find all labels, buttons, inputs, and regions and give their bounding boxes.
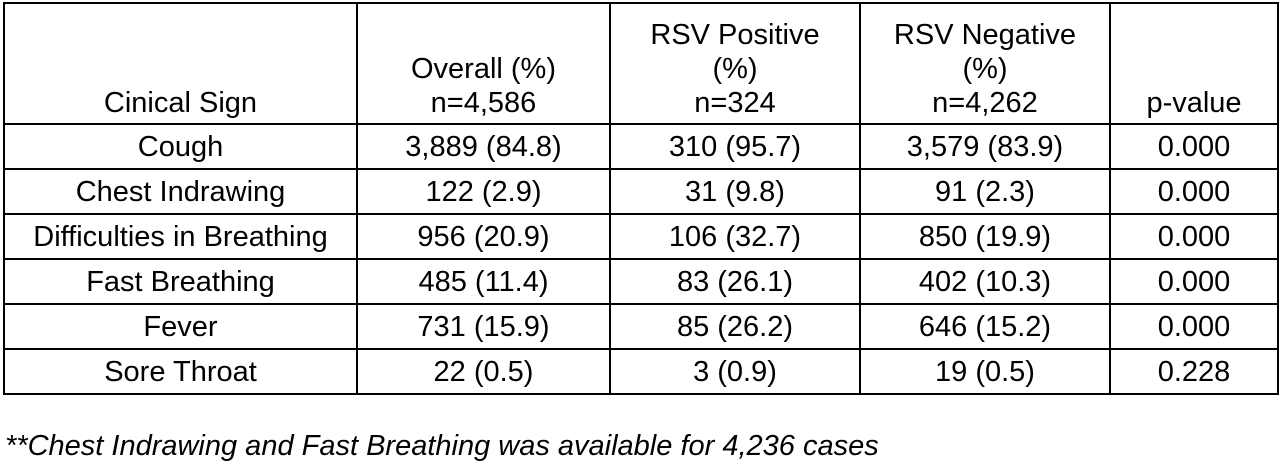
header-line: Cinical Sign: [103, 87, 258, 119]
cell-rsv-negative: 850 (19.9): [859, 213, 1111, 260]
cell-p-value: 0.000: [1109, 168, 1279, 215]
header-line: (%): [962, 53, 1008, 85]
table-row: Fever 731 (15.9) 85 (26.2) 646 (15.2) 0.…: [3, 303, 1279, 350]
header-overall: Overall (%) n=4,586: [356, 2, 611, 125]
header-line: n=324: [694, 87, 776, 119]
cell-clinical-sign: Difficulties in Breathing: [3, 213, 358, 260]
cell-clinical-sign: Fever: [3, 303, 358, 350]
cell-clinical-sign: Cough: [3, 123, 358, 170]
clinical-signs-table: Cinical Sign Overall (%) n=4,586 RSV Pos…: [3, 2, 1279, 395]
cell-rsv-positive: 83 (26.1): [609, 258, 861, 305]
cell-rsv-negative: 19 (0.5): [859, 348, 1111, 395]
table-row: Sore Throat 22 (0.5) 3 (0.9) 19 (0.5) 0.…: [3, 348, 1279, 395]
cell-clinical-sign: Chest Indrawing: [3, 168, 358, 215]
cell-rsv-negative: 3,579 (83.9): [859, 123, 1111, 170]
cell-overall: 956 (20.9): [356, 213, 611, 260]
header-rsv-negative: RSV Negative (%) n=4,262: [859, 2, 1111, 125]
cell-overall: 122 (2.9): [356, 168, 611, 215]
table-header: Cinical Sign Overall (%) n=4,586 RSV Pos…: [3, 2, 1279, 125]
header-p-value: p-value: [1109, 2, 1279, 125]
cell-p-value: 0.000: [1109, 258, 1279, 305]
header-line: (%): [712, 53, 758, 85]
header-row: Cinical Sign Overall (%) n=4,586 RSV Pos…: [3, 2, 1279, 125]
table-row: Chest Indrawing 122 (2.9) 31 (9.8) 91 (2…: [3, 168, 1279, 215]
table-row: Fast Breathing 485 (11.4) 83 (26.1) 402 …: [3, 258, 1279, 305]
cell-p-value: 0.000: [1109, 123, 1279, 170]
header-line: RSV Positive: [650, 19, 820, 51]
cell-p-value: 0.228: [1109, 348, 1279, 395]
cell-rsv-positive: 310 (95.7): [609, 123, 861, 170]
header-rsv-positive: RSV Positive (%) n=324: [609, 2, 861, 125]
cell-overall: 731 (15.9): [356, 303, 611, 350]
table-row: Cough 3,889 (84.8) 310 (95.7) 3,579 (83.…: [3, 123, 1279, 170]
table-body: Cough 3,889 (84.8) 310 (95.7) 3,579 (83.…: [3, 123, 1279, 395]
header-line: n=4,586: [430, 87, 537, 119]
header-line: Overall (%): [410, 53, 556, 85]
cell-overall: 3,889 (84.8): [356, 123, 611, 170]
cell-rsv-negative: 646 (15.2): [859, 303, 1111, 350]
cell-rsv-positive: 31 (9.8): [609, 168, 861, 215]
cell-rsv-positive: 3 (0.9): [609, 348, 861, 395]
cell-rsv-positive: 106 (32.7): [609, 213, 861, 260]
cell-p-value: 0.000: [1109, 213, 1279, 260]
header-line: RSV Negative: [893, 19, 1077, 51]
cell-clinical-sign: Fast Breathing: [3, 258, 358, 305]
cell-rsv-positive: 85 (26.2): [609, 303, 861, 350]
table-row: Difficulties in Breathing 956 (20.9) 106…: [3, 213, 1279, 260]
cell-overall: 485 (11.4): [356, 258, 611, 305]
cell-overall: 22 (0.5): [356, 348, 611, 395]
header-cinical-sign: Cinical Sign: [3, 2, 358, 125]
cell-rsv-negative: 91 (2.3): [859, 168, 1111, 215]
cell-p-value: 0.000: [1109, 303, 1279, 350]
header-line: p-value: [1146, 87, 1242, 119]
header-line: n=4,262: [932, 87, 1038, 119]
footnote: **Chest Indrawing and Fast Breathing was…: [5, 430, 879, 462]
cell-rsv-negative: 402 (10.3): [859, 258, 1111, 305]
cell-clinical-sign: Sore Throat: [3, 348, 358, 395]
